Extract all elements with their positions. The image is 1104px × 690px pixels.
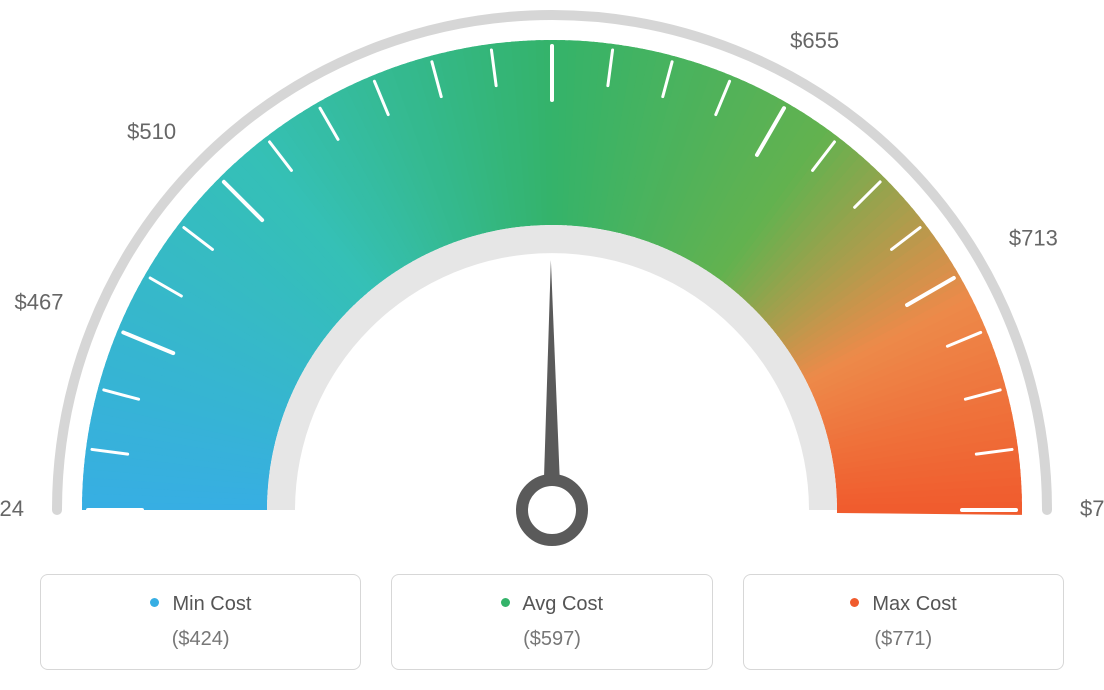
svg-text:$655: $655 bbox=[790, 28, 839, 53]
min-cost-value: ($424) bbox=[41, 628, 360, 651]
svg-text:$771: $771 bbox=[1080, 496, 1104, 521]
max-cost-label: Max Cost bbox=[872, 593, 956, 615]
svg-text:$713: $713 bbox=[1009, 225, 1058, 250]
avg-cost-head: Avg Cost bbox=[392, 593, 711, 616]
svg-text:$510: $510 bbox=[127, 119, 176, 144]
max-cost-value: ($771) bbox=[744, 628, 1063, 651]
avg-cost-value: ($597) bbox=[392, 628, 711, 651]
min-cost-label: Min Cost bbox=[172, 593, 251, 615]
svg-text:$424: $424 bbox=[0, 496, 24, 521]
svg-text:$467: $467 bbox=[15, 290, 64, 315]
cost-summary-cards: Min Cost ($424) Avg Cost ($597) Max Cost… bbox=[40, 574, 1064, 670]
avg-cost-card: Avg Cost ($597) bbox=[391, 574, 712, 670]
min-cost-card: Min Cost ($424) bbox=[40, 574, 361, 670]
avg-cost-label: Avg Cost bbox=[522, 593, 603, 615]
min-cost-head: Min Cost bbox=[41, 593, 360, 616]
dot-avg bbox=[501, 598, 510, 607]
gauge-svg: $424$467$510$597$655$713$771 bbox=[0, 0, 1104, 560]
cost-gauge: $424$467$510$597$655$713$771 bbox=[0, 0, 1104, 560]
max-cost-head: Max Cost bbox=[744, 593, 1063, 616]
dot-min bbox=[150, 598, 159, 607]
dot-max bbox=[850, 598, 859, 607]
max-cost-card: Max Cost ($771) bbox=[743, 574, 1064, 670]
